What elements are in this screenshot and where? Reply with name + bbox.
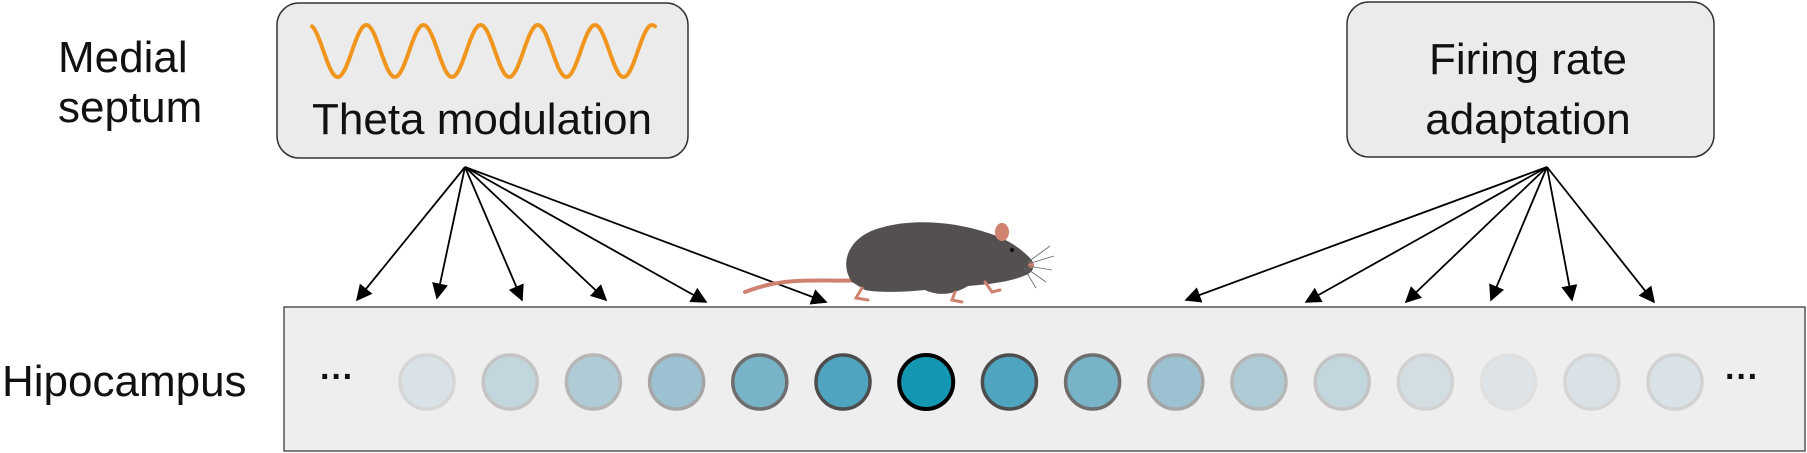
rat-front-foot: [949, 290, 964, 304]
place-cell: [647, 353, 706, 411]
medial-septum-label-line2: septum: [58, 83, 202, 132]
place-cell: [481, 353, 539, 411]
adaptation-arrow: [1546, 166, 1656, 304]
place-cell: [1646, 353, 1704, 411]
theta-modulation-label: Theta modulation: [312, 95, 652, 144]
adaptation-arrow: [1546, 166, 1578, 302]
place-cell-active: [897, 353, 956, 411]
theta-arrow: [464, 166, 828, 305]
theta-arrow: [432, 166, 466, 300]
place-cell: [1063, 353, 1122, 411]
rat-hind-foot: [853, 286, 870, 302]
theta-arrow: [464, 166, 708, 303]
place-cell: [564, 353, 623, 411]
rat-icon: [743, 222, 1055, 304]
place-cell: [398, 353, 456, 411]
ellipsis-right: ···: [1725, 358, 1759, 396]
adaptation-arrow: [1404, 166, 1548, 304]
rat-eye: [1009, 247, 1015, 253]
place-cell: [1313, 353, 1371, 411]
place-cell: [814, 353, 872, 411]
hippocampus-label: Hipocampus: [2, 357, 247, 406]
place-cell: [731, 353, 789, 411]
adaptation-arrow: [1304, 166, 1548, 303]
place-cell: [1396, 353, 1455, 411]
place-cell: [1479, 353, 1538, 411]
rat-body: [846, 222, 1034, 294]
sine-wave-icon: [310, 22, 657, 80]
medial-septum-label-line1: Medial: [58, 33, 188, 82]
adaptation-label-line1: Firing rate: [1429, 35, 1627, 84]
place-cell-row: [398, 353, 1704, 411]
rat-whiskers: [1023, 245, 1055, 289]
theta-modulation-box: Theta modulation: [276, 2, 689, 159]
place-cell: [1563, 353, 1621, 411]
firing-rate-adaptation-box: Firing rate adaptation: [1346, 1, 1715, 158]
hippocampus-track: [283, 306, 1806, 452]
adaptation-arrow: [1184, 166, 1548, 303]
theta-arrow: [464, 166, 608, 302]
adaptation-arrow: [1489, 166, 1548, 302]
rat-ear: [995, 223, 1009, 241]
place-cell: [1147, 353, 1205, 411]
theta-arrows: [355, 166, 828, 305]
place-cell: [1230, 353, 1288, 411]
rat-front-foot-2: [983, 280, 1002, 294]
theta-arrow: [464, 166, 524, 302]
adaptation-arrows: [1184, 166, 1656, 304]
adaptation-label-line2: adaptation: [1425, 95, 1631, 144]
ellipsis-left: ···: [320, 358, 354, 396]
place-cell: [980, 353, 1039, 411]
theta-arrow: [355, 166, 466, 302]
rat-tail: [743, 278, 864, 294]
